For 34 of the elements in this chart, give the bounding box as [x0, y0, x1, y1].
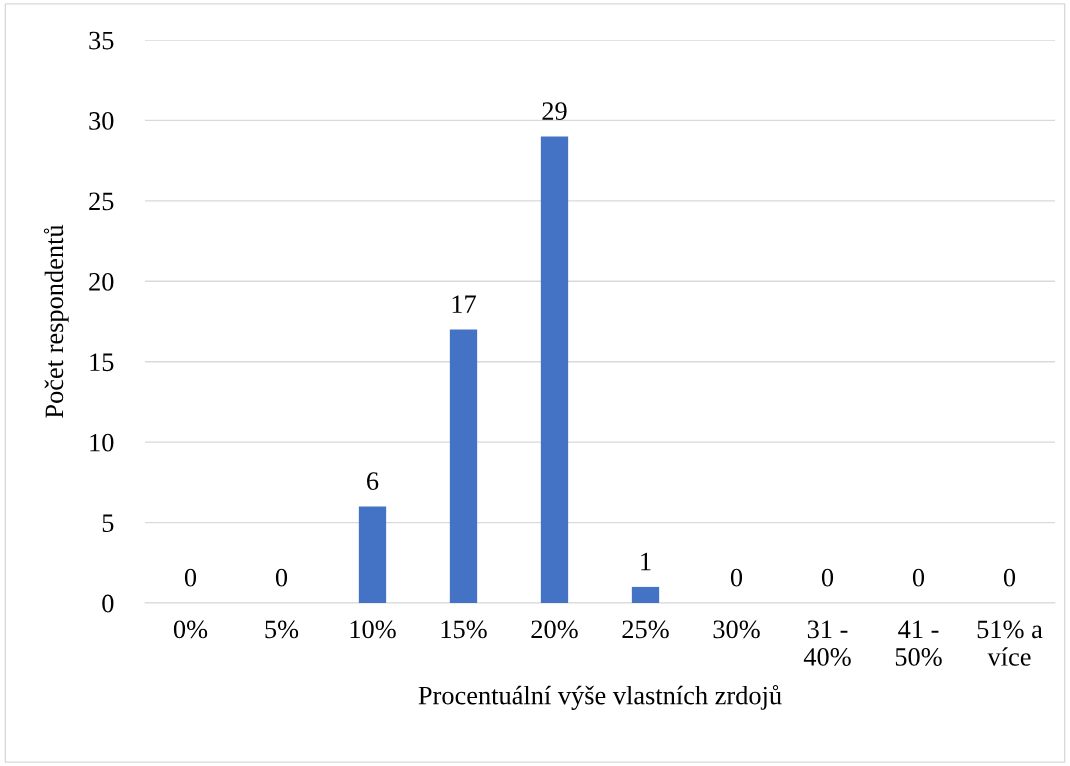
y-tick-label: 15	[90, 353, 114, 372]
x-tick-label: 25%	[622, 620, 669, 639]
data-label: 0	[1003, 568, 1016, 587]
bar	[540, 136, 569, 603]
x-axis-title: Procentuální výše vlastních zrdojů	[418, 685, 782, 710]
x-tick-label: 41 - 50%	[895, 620, 942, 666]
x-tick-label: 15%	[441, 620, 487, 639]
y-tick-label: 20	[89, 272, 114, 291]
y-tick-label: 0	[102, 594, 114, 613]
x-tick-label: 30%	[713, 620, 760, 639]
bar	[358, 506, 387, 603]
x-tick-label: 51% a více	[977, 620, 1043, 666]
data-label: 29	[542, 102, 567, 121]
data-label: 17	[452, 295, 476, 313]
x-tick-label: 20%	[531, 620, 578, 639]
y-axis-title: Počet respondentů	[43, 224, 69, 418]
y-tick-label: 10	[90, 433, 114, 452]
y-tick-label: 5	[102, 514, 114, 532]
data-label: 6	[367, 472, 379, 491]
data-label: 0	[184, 568, 197, 587]
y-tick-label: 25	[89, 192, 114, 211]
data-label: 0	[730, 568, 743, 587]
x-tick-label: 10%	[350, 620, 396, 639]
bar	[449, 329, 478, 603]
x-tick-label: 0%	[173, 620, 208, 639]
bar	[631, 586, 660, 603]
data-label: 0	[275, 568, 288, 587]
x-tick-label: 5%	[265, 620, 299, 639]
y-tick-label: 35	[89, 31, 114, 50]
data-label: 0	[912, 568, 925, 587]
y-tick-label: 30	[89, 112, 114, 130]
x-tick-label: 31 - 40%	[803, 620, 851, 666]
data-label: 1	[641, 552, 651, 571]
data-label: 0	[821, 568, 834, 587]
